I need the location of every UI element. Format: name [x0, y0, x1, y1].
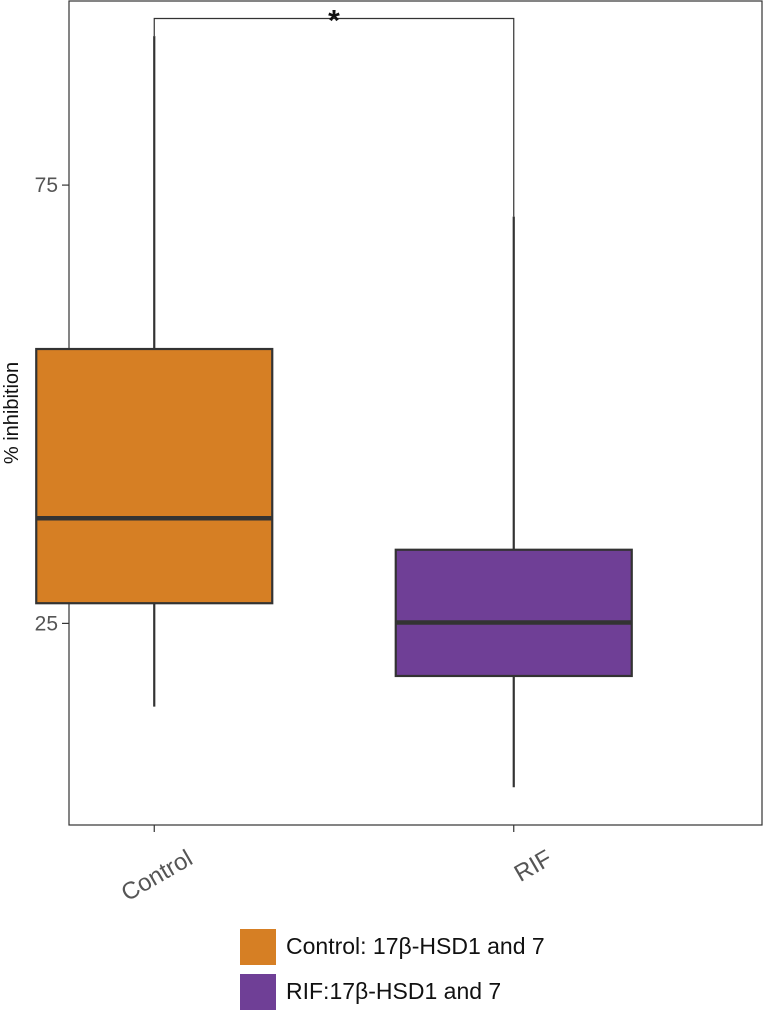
legend: Control: 17β-HSD1 and 7 RIF:17β-HSD1 and…	[240, 926, 545, 1016]
box-body	[35, 347, 274, 605]
legend-label-rif: RIF:17β-HSD1 and 7	[286, 978, 502, 1004]
y-tick-label: 25	[35, 612, 58, 635]
significance-bracket: *	[153, 5, 515, 217]
y-tick-label: 75	[35, 174, 58, 197]
legend-item-control: Control: 17β-HSD1 and 7	[240, 926, 545, 967]
legend-item-rif: RIF:17β-HSD1 and 7	[240, 971, 545, 1012]
y-axis-title: % inhibition	[1, 362, 23, 464]
bracket-line	[153, 17, 515, 217]
box-rif	[394, 216, 633, 788]
legend-label-control: Control: 17β-HSD1 and 7	[286, 933, 545, 959]
x-tick-label-rif: RIF	[510, 845, 557, 888]
x-axis-ticks: Control RIF	[117, 825, 557, 907]
significance-label: *	[328, 5, 340, 38]
legend-swatch-control	[240, 928, 276, 965]
legend-swatch-rif	[240, 973, 276, 1010]
boxes	[35, 36, 633, 788]
x-tick-label-control: Control	[117, 845, 198, 907]
box-control	[35, 36, 274, 707]
box-body	[394, 548, 633, 678]
